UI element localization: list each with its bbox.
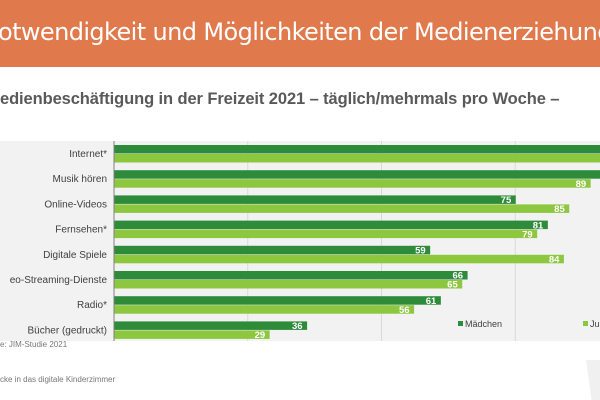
slide-title: otwendigkeit und Möglichkeiten der Medie… bbox=[0, 18, 600, 46]
bar-jungen bbox=[114, 204, 570, 213]
bar-jungen bbox=[114, 179, 591, 188]
bar-maedchen bbox=[114, 321, 308, 330]
bar-maedchen bbox=[114, 145, 600, 154]
legend-swatch bbox=[458, 321, 463, 326]
data-label: 75 bbox=[501, 195, 512, 206]
legend-swatch bbox=[583, 321, 588, 326]
data-label: 85 bbox=[554, 204, 565, 215]
data-label: 61 bbox=[426, 296, 437, 307]
bar-maedchen bbox=[114, 195, 516, 204]
data-label: 29 bbox=[255, 330, 266, 341]
legend-label: Jun bbox=[590, 319, 600, 329]
bar-jungen bbox=[114, 229, 538, 239]
footer-caption: cke in das digitale Kinderzimmer bbox=[0, 375, 116, 384]
category-label: Fernsehen* bbox=[55, 225, 107, 236]
bar-maedchen bbox=[114, 245, 431, 255]
bar-maedchen bbox=[114, 170, 600, 179]
data-label: 36 bbox=[292, 321, 303, 332]
bar-jungen bbox=[114, 330, 270, 339]
source-note: e: JIM-Studie 2021 bbox=[0, 340, 68, 349]
category-label: Bücher (gedruckt) bbox=[28, 325, 107, 336]
data-label: 59 bbox=[415, 246, 426, 257]
category-label: Internet* bbox=[69, 149, 107, 160]
data-label: 89 bbox=[576, 179, 587, 190]
header-bar: otwendigkeit und Möglichkeiten der Medie… bbox=[0, 0, 600, 67]
category-label: eo-Streaming-Dienste bbox=[10, 275, 108, 286]
bar-jungen bbox=[114, 280, 463, 289]
bar-maedchen bbox=[114, 271, 468, 280]
category-label: Digitale Spiele bbox=[43, 250, 107, 261]
category-label: Online-Videos bbox=[44, 199, 107, 210]
chart-title: edienbeschäftigung in der Freizeit 2021 … bbox=[0, 90, 560, 108]
legend-label: Mädchen bbox=[465, 319, 502, 329]
bar-jungen bbox=[114, 254, 564, 264]
bar-maedchen bbox=[114, 296, 441, 305]
bar-jungen bbox=[114, 154, 600, 163]
data-label: 65 bbox=[447, 280, 458, 291]
data-label: 66 bbox=[453, 271, 464, 282]
bar-maedchen bbox=[114, 220, 548, 230]
category-label: Radio* bbox=[77, 300, 107, 311]
data-label: 56 bbox=[399, 305, 410, 316]
data-label: 81 bbox=[533, 220, 544, 231]
data-label: 84 bbox=[549, 255, 560, 266]
bar-jungen bbox=[114, 305, 415, 314]
data-label: 79 bbox=[522, 229, 533, 240]
category-label: Musik hören bbox=[53, 174, 107, 185]
